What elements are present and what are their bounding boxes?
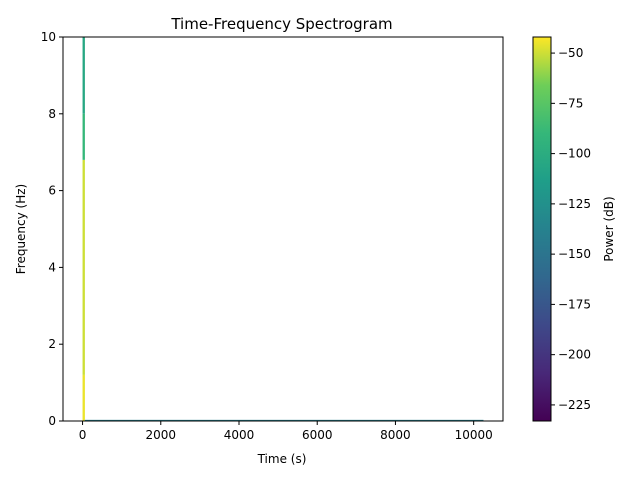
y-tick-label: 2: [48, 337, 56, 351]
y-tick-label: 4: [48, 260, 56, 274]
spectrogram-cell: [82, 159, 85, 375]
plot-area: [62, 36, 504, 422]
spectrogram-cell: [82, 113, 85, 160]
x-axis-label: Time (s): [257, 452, 307, 466]
colorbar-tick-label: −125: [558, 197, 591, 211]
x-tick-label: 2000: [146, 428, 177, 442]
y-tick-label: 8: [48, 107, 56, 121]
x-tick-label: 0: [79, 428, 87, 442]
y-tick-label: 10: [41, 30, 56, 44]
colorbar: −50 −75 −100 −125 −150 −175 −200 −225: [532, 36, 591, 422]
colorbar-tick-label: −50: [558, 46, 583, 60]
colorbar-tick-label: −75: [558, 96, 583, 110]
chart-title: Time-Frequency Spectrogram: [170, 15, 392, 33]
x-axis: 0 2000 4000 6000 8000 10000: [79, 421, 493, 442]
y-axis-label: Frequency (Hz): [14, 184, 28, 275]
x-tick-label: 6000: [302, 428, 333, 442]
y-axis: 0 2 4 6 8 10: [41, 30, 63, 428]
colorbar-gradient: [532, 36, 552, 422]
x-tick-label: 8000: [380, 428, 411, 442]
colorbar-tick-label: −200: [558, 348, 591, 362]
colorbar-label: Power (dB): [602, 196, 616, 261]
x-tick-label: 4000: [224, 428, 255, 442]
colorbar-tick-label: −175: [558, 297, 591, 311]
y-tick-label: 0: [48, 414, 56, 428]
spectrogram-cell: [82, 37, 85, 114]
plot-frame: [62, 36, 504, 422]
colorbar-tick-label: −225: [558, 398, 591, 412]
y-tick-label: 6: [48, 184, 56, 198]
x-tick-label: 10000: [455, 428, 493, 442]
colorbar-tick-label: −100: [558, 147, 591, 161]
colorbar-tick-label: −150: [558, 247, 591, 261]
spectrogram-cell: [82, 374, 85, 421]
